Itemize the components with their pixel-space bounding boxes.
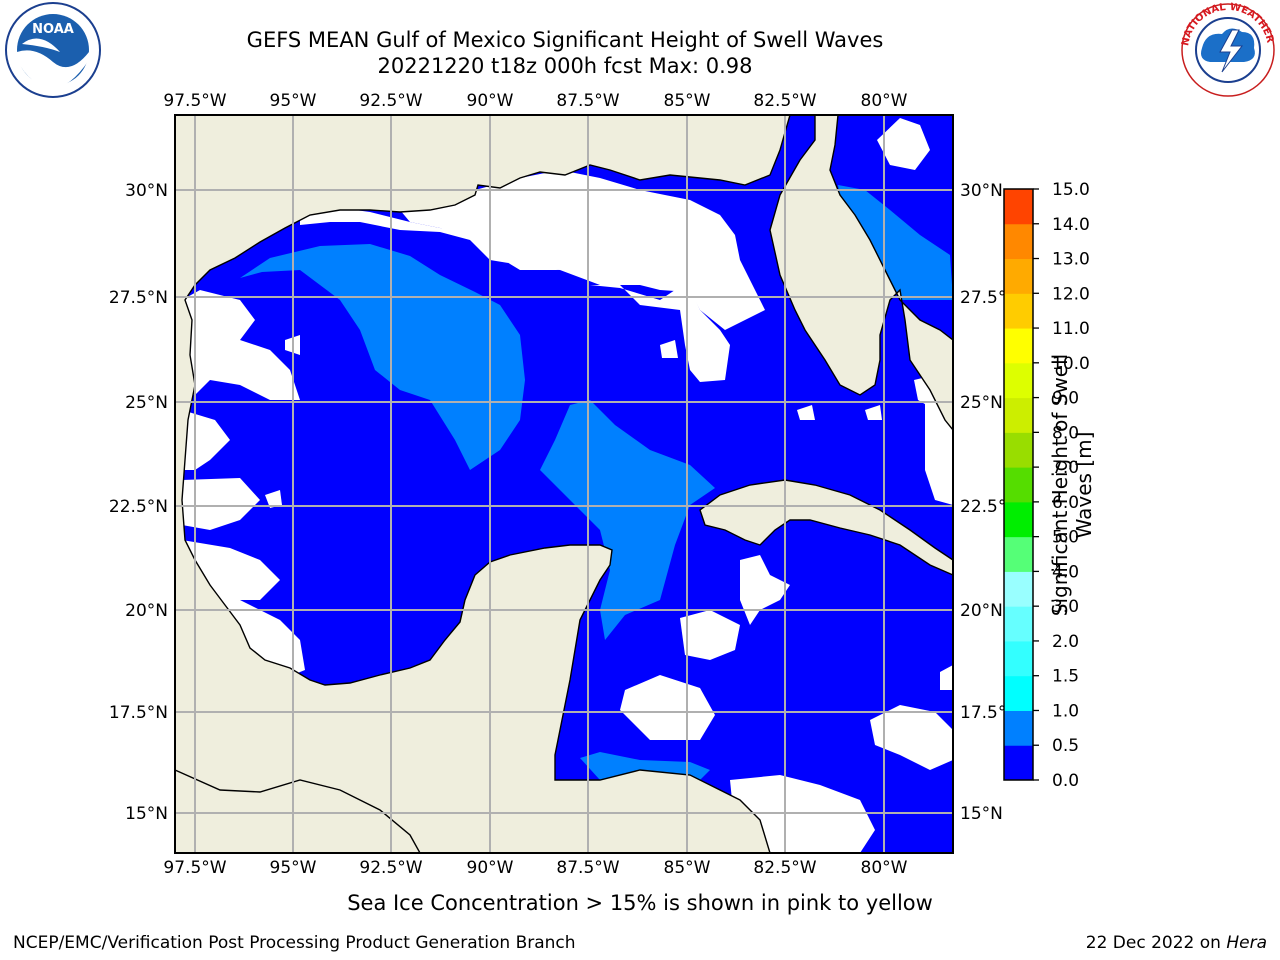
lat-label-right: 15°N bbox=[960, 804, 1003, 824]
colorbar-title-line1: Significant Height of Swell bbox=[1048, 353, 1072, 617]
colorbar-band bbox=[1004, 467, 1033, 503]
colorbar-title-line2: Waves [m] bbox=[1072, 431, 1096, 539]
lon-label-bottom: 95°W bbox=[270, 858, 317, 878]
credit-date-text: 22 Dec 2022 on bbox=[1085, 933, 1221, 953]
colorbar-tick-label: 13.0 bbox=[1052, 250, 1090, 270]
colorbar-tick-label: 11.0 bbox=[1052, 319, 1090, 339]
colorbar-tick-label: 14.0 bbox=[1052, 215, 1090, 235]
sea-ice-note: Sea Ice Concentration > 15% is shown in … bbox=[347, 891, 933, 915]
lon-label-top: 87.5°W bbox=[556, 91, 619, 111]
credit-date: 22 Dec 2022 on Hera bbox=[1086, 933, 1267, 953]
colorbar-band bbox=[1004, 328, 1033, 364]
lon-label-bottom: 82.5°W bbox=[753, 858, 816, 878]
colorbar-band bbox=[1004, 745, 1033, 781]
lon-label-bottom: 97.5°W bbox=[163, 858, 226, 878]
noaa-logo: NOAA bbox=[5, 2, 101, 98]
lon-label-top: 80°W bbox=[861, 91, 908, 111]
map-subtitle: 20221220 t18z 000h fcst Max: 0.98 bbox=[377, 54, 753, 78]
lon-label-bottom: 92.5°W bbox=[359, 858, 422, 878]
colorbar-band bbox=[1004, 571, 1033, 607]
colorbar-tick-label: 15.0 bbox=[1052, 180, 1090, 200]
lat-label-left: 30°N bbox=[125, 181, 168, 201]
lon-label-top: 85°W bbox=[664, 91, 711, 111]
colorbar-band bbox=[1004, 606, 1033, 642]
colorbar-band bbox=[1004, 536, 1033, 572]
lon-label-top: 82.5°W bbox=[753, 91, 816, 111]
colorbar-tick-label: 3.0 bbox=[1052, 597, 1079, 617]
lon-label-top: 97.5°W bbox=[163, 91, 226, 111]
colorbar-tick-label: 1.0 bbox=[1052, 701, 1079, 721]
colorbar-band bbox=[1004, 258, 1033, 294]
swell-zone-honduras bbox=[580, 752, 710, 780]
colorbar-tick-label: 4.0 bbox=[1052, 562, 1079, 582]
lat-label-right: 25°N bbox=[960, 393, 1003, 413]
colorbar-band bbox=[1004, 189, 1033, 225]
lat-label-left: 27.5°N bbox=[109, 288, 168, 308]
colorbar-band bbox=[1004, 223, 1033, 260]
swell-zone-yucatan-channel bbox=[540, 400, 715, 640]
colorbar-tick-label: 8.0 bbox=[1052, 423, 1079, 443]
colorbar-tick-label: 0.0 bbox=[1052, 771, 1079, 791]
swell-zone-east bbox=[838, 185, 953, 300]
colorbar-band bbox=[1004, 675, 1033, 711]
colorbar-tick-label: 10.0 bbox=[1052, 354, 1090, 374]
colorbar-band bbox=[1004, 432, 1033, 468]
lat-label-left: 20°N bbox=[125, 601, 168, 621]
colorbar-band bbox=[1004, 640, 1033, 677]
lat-label-left: 17.5°N bbox=[109, 703, 168, 723]
colorbar-band bbox=[1004, 293, 1033, 329]
colorbar-tick-label: 9.0 bbox=[1052, 389, 1079, 409]
colorbar-band bbox=[1004, 501, 1033, 538]
lat-label-left: 22.5°N bbox=[109, 497, 168, 517]
credit-host: Hera bbox=[1226, 933, 1267, 953]
colorbar-tick-label: 0.5 bbox=[1052, 736, 1079, 756]
lon-label-bottom: 90°W bbox=[467, 858, 514, 878]
lon-label-top: 90°W bbox=[467, 91, 514, 111]
land-cuba bbox=[699, 479, 953, 576]
colorbar-tick-label: 2.0 bbox=[1052, 632, 1079, 652]
lat-label-right: 30°N bbox=[960, 181, 1003, 201]
colorbar-title: Significant Height of Swell Waves [m] bbox=[1048, 335, 1096, 635]
lat-label-left: 25°N bbox=[125, 393, 168, 413]
lon-label-top: 95°W bbox=[270, 91, 317, 111]
land-central-america bbox=[175, 769, 421, 853]
colorbar-frame bbox=[1003, 188, 1034, 781]
colorbar-band bbox=[1004, 397, 1033, 433]
colorbar-tick-label: 6.0 bbox=[1052, 493, 1079, 513]
colorbar-tick-label: 1.5 bbox=[1052, 667, 1079, 687]
colorbar-tick-label: 5.0 bbox=[1052, 528, 1079, 548]
lon-label-bottom: 80°W bbox=[861, 858, 908, 878]
colorbar-band bbox=[1004, 710, 1033, 746]
swell-zone-central bbox=[240, 244, 525, 470]
colorbar-band bbox=[1004, 362, 1033, 399]
nws-logo: NATIONAL WEATHER SERVICE bbox=[1176, 0, 1276, 97]
credit-organization: NCEP/EMC/Verification Post Processing Pr… bbox=[13, 933, 576, 953]
colorbar-tick-label: 12.0 bbox=[1052, 284, 1090, 304]
lat-label-right: 20°N bbox=[960, 601, 1003, 621]
lon-label-top: 92.5°W bbox=[359, 91, 422, 111]
noaa-logo-text: NOAA bbox=[32, 22, 74, 37]
lon-label-bottom: 85°W bbox=[664, 858, 711, 878]
land-us-mexico bbox=[175, 115, 953, 853]
map-title: GEFS MEAN Gulf of Mexico Significant Hei… bbox=[246, 28, 884, 52]
map-gridlines bbox=[175, 115, 953, 853]
map-frame bbox=[174, 114, 954, 854]
colorbar-tick-label: 7.0 bbox=[1052, 458, 1079, 478]
lon-label-bottom: 87.5°W bbox=[556, 858, 619, 878]
lat-label-left: 15°N bbox=[125, 804, 168, 824]
land-areas bbox=[175, 115, 953, 853]
